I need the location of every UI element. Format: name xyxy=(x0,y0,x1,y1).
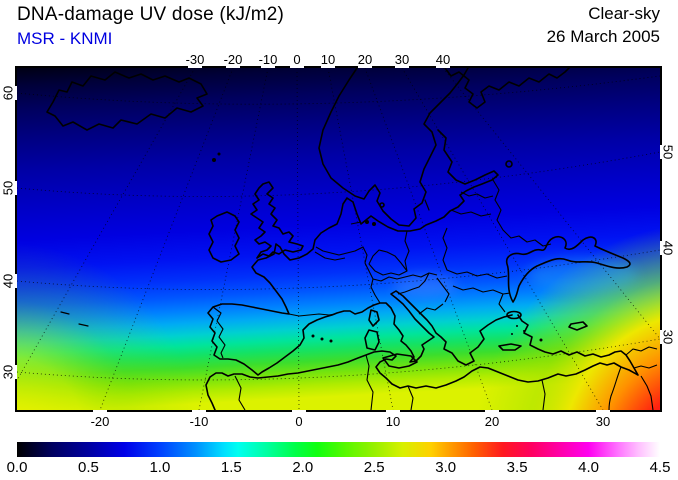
axis-tick xyxy=(15,365,17,379)
colorbar xyxy=(17,442,660,457)
scandinavia-coast xyxy=(318,68,469,227)
colorbar-tick-label: 4.0 xyxy=(578,459,599,476)
top-axis-label: 30 xyxy=(394,52,410,67)
top-axis-label: 20 xyxy=(357,52,373,67)
axis-tick xyxy=(15,86,17,100)
turkey-levant-africa-coast xyxy=(205,314,639,410)
colorbar-tick-label: 0.0 xyxy=(6,459,28,476)
right-axis-label: 30 xyxy=(660,329,676,345)
lake-vanern xyxy=(379,202,385,208)
bottom-axis-label: -20 xyxy=(90,414,110,429)
ireland-coast xyxy=(208,211,240,263)
cyprus-coast xyxy=(568,321,588,331)
axis-tick xyxy=(660,241,662,255)
colorbar-tick-label: 3.0 xyxy=(435,459,457,476)
coastline-layer xyxy=(46,68,639,410)
alps-bright-patch xyxy=(393,275,457,297)
black-sea-coast xyxy=(505,235,631,303)
europe-uv-map xyxy=(17,68,660,410)
colorbar-tick-label: 1.0 xyxy=(149,459,171,476)
sardinia-coast xyxy=(364,329,380,351)
axis-tick xyxy=(386,410,400,412)
bottom-axis-label: -10 xyxy=(189,414,209,429)
axis-tick xyxy=(321,66,335,68)
small-islands-layer xyxy=(212,152,543,343)
axis-tick xyxy=(226,66,240,68)
axis-tick xyxy=(358,66,372,68)
axis-tick xyxy=(436,66,450,68)
lake-ladoga xyxy=(505,160,513,168)
kola-whitesea-coast xyxy=(444,68,570,109)
top-axis-label: 10 xyxy=(320,52,336,67)
azores-islands xyxy=(60,311,89,327)
colorbar-tick-label: 4.5 xyxy=(649,459,671,476)
country-borders-layer xyxy=(212,179,658,410)
colorbar-tick-label: 2.5 xyxy=(363,459,385,476)
sicily-coast xyxy=(382,353,418,369)
axis-tick xyxy=(660,145,662,159)
data-source-label: MSR - KNMI xyxy=(17,29,113,48)
axis-tick xyxy=(261,66,275,68)
top-axis-label: -20 xyxy=(223,52,243,67)
axis-tick xyxy=(290,66,304,68)
axis-tick xyxy=(395,66,409,68)
top-axis-label: 0 xyxy=(293,52,301,67)
corsica-coast xyxy=(368,309,380,327)
axis-tick xyxy=(660,330,662,344)
crete-coast xyxy=(498,343,522,351)
axis-tick xyxy=(188,66,202,68)
axis-tick xyxy=(15,181,17,195)
axis-tick xyxy=(192,410,206,412)
bottom-axis-label: 30 xyxy=(595,414,611,429)
colorbar-tick-label: 1.5 xyxy=(220,459,242,476)
map-canvas xyxy=(15,66,662,412)
axis-tick xyxy=(15,274,17,288)
right-axis-label: 50 xyxy=(660,144,676,160)
axis-tick xyxy=(292,410,306,412)
bottom-axis-label: 0 xyxy=(295,414,303,429)
page-title: DNA-damage UV dose (kJ/m2) xyxy=(17,4,285,25)
left-axis-label: 50 xyxy=(0,180,16,196)
left-axis-label: 30 xyxy=(0,364,16,380)
axis-tick xyxy=(93,410,107,412)
top-axis-label: 40 xyxy=(435,52,451,67)
top-axis-label: -30 xyxy=(185,52,205,67)
bottom-axis-label: 20 xyxy=(484,414,500,429)
left-axis-label: 60 xyxy=(0,85,16,101)
colorbar-tick-label: 3.5 xyxy=(506,459,528,476)
left-axis-label: 40 xyxy=(0,273,16,289)
gotland-island xyxy=(424,199,430,211)
axis-tick xyxy=(485,410,499,412)
red-sea-coast xyxy=(640,375,654,410)
bottom-axis-label: 10 xyxy=(385,414,401,429)
colorbar-tick-label: 2.0 xyxy=(292,459,314,476)
sky-condition-label: Clear-sky xyxy=(588,4,660,23)
nile-river xyxy=(608,366,622,410)
colorbar-tick-label: 0.5 xyxy=(78,459,99,476)
date-label: 26 March 2005 xyxy=(546,27,660,46)
marmara-sea xyxy=(506,310,522,320)
great-britain-coast xyxy=(250,181,304,259)
top-axis-label: -10 xyxy=(258,52,278,67)
iceland-coast xyxy=(46,71,208,131)
axis-tick xyxy=(596,410,610,412)
europe-mainland-coast xyxy=(207,129,513,376)
right-axis-label: 40 xyxy=(660,240,676,256)
